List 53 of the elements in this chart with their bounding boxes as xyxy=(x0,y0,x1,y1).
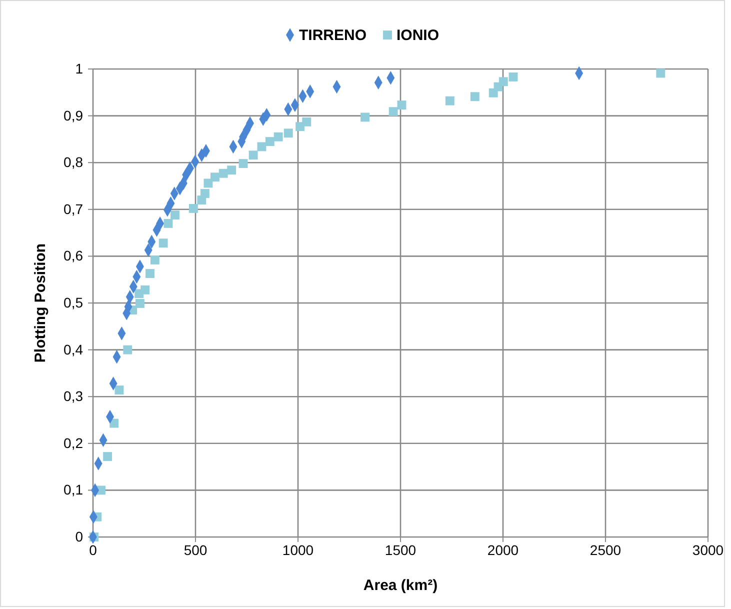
point xyxy=(284,128,293,138)
point xyxy=(114,386,124,395)
y-tick-label: 0,2 xyxy=(64,434,84,451)
point xyxy=(238,159,248,168)
y-tick-label: 0,6 xyxy=(64,248,84,264)
x-tick-label: 2000 xyxy=(487,542,519,558)
y-tick-label: 0 xyxy=(75,528,84,544)
point xyxy=(135,298,144,308)
y-tick-label: 0,9 xyxy=(64,107,84,124)
point xyxy=(508,72,518,82)
x-tick-label: 500 xyxy=(184,542,208,558)
x-axis-title: Area (km²) xyxy=(363,577,438,594)
x-tick-label: 1500 xyxy=(384,542,416,558)
legend-label: TIRRENO xyxy=(299,27,367,44)
x-tick-label: 3000 xyxy=(692,542,724,558)
y-tick-label: 0,7 xyxy=(64,200,84,217)
point xyxy=(218,168,228,178)
point xyxy=(274,132,283,142)
point xyxy=(227,166,236,175)
point xyxy=(265,137,274,146)
x-tick-label: 0 xyxy=(89,542,98,558)
point xyxy=(170,210,180,220)
point xyxy=(200,189,210,198)
y-tick-label: 0,4 xyxy=(64,341,84,358)
point xyxy=(397,100,406,110)
x-tick-label: 2500 xyxy=(590,542,622,558)
point xyxy=(158,238,168,248)
point xyxy=(146,269,154,278)
y-axis-title: Plotting Position xyxy=(32,243,49,363)
point xyxy=(257,142,266,152)
legend-label: IONIO xyxy=(396,27,440,44)
point xyxy=(204,178,213,188)
point xyxy=(248,150,258,160)
point xyxy=(360,112,370,122)
point xyxy=(164,218,173,228)
point xyxy=(150,255,160,264)
point xyxy=(470,92,480,102)
point xyxy=(123,345,132,354)
y-tick-label: 0,1 xyxy=(64,482,84,498)
y-tick-label: 0,8 xyxy=(64,154,84,170)
y-tick-label: 1 xyxy=(75,60,84,76)
x-tick-label: 1000 xyxy=(282,542,314,558)
point xyxy=(140,285,150,294)
point xyxy=(302,117,312,126)
point xyxy=(103,452,112,461)
y-tick-label: 0,3 xyxy=(64,388,84,404)
point xyxy=(188,204,198,213)
point xyxy=(498,77,508,86)
y-tick-label: 0,5 xyxy=(64,294,84,310)
point xyxy=(445,96,454,106)
point xyxy=(388,107,398,116)
point xyxy=(210,172,220,182)
point xyxy=(656,68,666,78)
